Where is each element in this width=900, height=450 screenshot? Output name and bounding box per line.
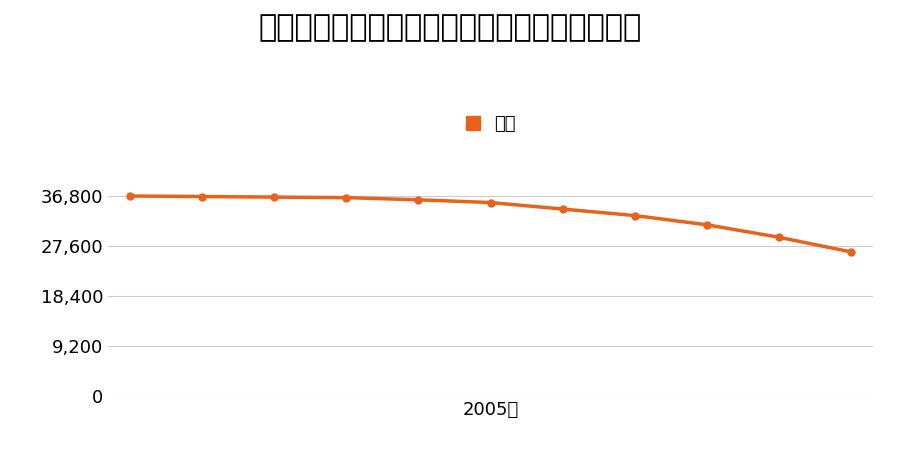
価格	[196, 194, 207, 199]
Legend: 価格: 価格	[458, 108, 523, 140]
価格	[341, 195, 352, 200]
価格	[629, 213, 640, 218]
価格	[124, 194, 135, 199]
価格	[413, 197, 424, 202]
Text: 山形県酒田市南新町１丁目７番１０の地価推移: 山形県酒田市南新町１丁目７番１０の地価推移	[258, 14, 642, 42]
価格	[846, 249, 857, 255]
価格	[702, 222, 713, 228]
価格	[268, 194, 279, 200]
価格	[557, 207, 568, 212]
Line: 価格: 価格	[126, 193, 855, 256]
価格	[485, 200, 496, 205]
価格	[774, 234, 785, 240]
